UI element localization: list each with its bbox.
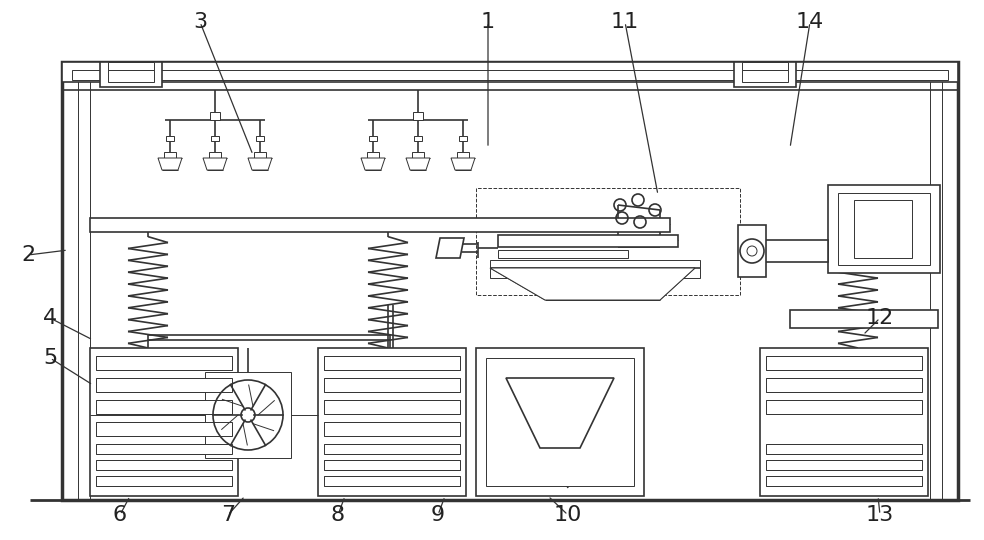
Bar (854, 200, 912, 258)
Polygon shape (248, 158, 272, 170)
Bar (498, 250, 628, 258)
Bar (412, 152, 424, 158)
Bar (367, 152, 379, 158)
Text: 3: 3 (193, 12, 207, 32)
Bar (476, 348, 644, 496)
Bar (766, 356, 922, 370)
Text: 8: 8 (331, 505, 345, 525)
Text: 1: 1 (481, 12, 495, 32)
Text: 5: 5 (43, 348, 57, 368)
Text: 11: 11 (611, 12, 640, 32)
Polygon shape (406, 158, 430, 170)
Bar (324, 476, 460, 486)
Bar (209, 152, 221, 158)
Bar (205, 372, 291, 458)
Bar (256, 136, 264, 141)
Polygon shape (506, 378, 614, 448)
Bar (459, 136, 467, 141)
Bar (324, 444, 460, 454)
Polygon shape (490, 268, 695, 300)
Bar (766, 378, 922, 392)
Bar (318, 348, 466, 496)
Polygon shape (436, 238, 464, 258)
Bar (760, 348, 928, 496)
Bar (108, 70, 154, 82)
Bar (766, 400, 922, 414)
Text: 2: 2 (21, 245, 35, 265)
Bar (108, 62, 154, 70)
Text: 4: 4 (43, 308, 57, 328)
Bar (838, 193, 930, 265)
Bar (72, 70, 948, 80)
Bar (324, 422, 460, 436)
Bar (324, 460, 460, 470)
Text: 7: 7 (221, 505, 235, 525)
Polygon shape (203, 158, 227, 170)
Bar (96, 476, 232, 486)
Bar (828, 185, 940, 273)
Bar (742, 70, 788, 82)
Bar (498, 235, 678, 247)
Bar (790, 310, 938, 328)
Text: 12: 12 (866, 308, 894, 328)
Bar (100, 62, 162, 87)
Polygon shape (361, 158, 385, 170)
Bar (414, 136, 422, 141)
Bar (210, 112, 220, 120)
Bar (766, 460, 922, 470)
Bar (457, 152, 469, 158)
Bar (324, 378, 460, 392)
Bar (96, 378, 232, 392)
Bar (254, 152, 266, 158)
Bar (766, 444, 922, 454)
Bar (96, 400, 232, 414)
Bar (62, 62, 958, 500)
Bar (211, 136, 219, 141)
Text: 14: 14 (796, 12, 825, 32)
Bar (734, 62, 796, 87)
Bar (766, 476, 922, 486)
Text: 10: 10 (554, 505, 583, 525)
Bar (96, 356, 232, 370)
Bar (738, 225, 766, 277)
Bar (490, 260, 700, 278)
Bar (166, 136, 174, 141)
Bar (486, 358, 634, 486)
Bar (742, 62, 788, 70)
Bar (164, 152, 176, 158)
Bar (413, 112, 423, 120)
Polygon shape (451, 158, 475, 170)
Bar (324, 356, 460, 370)
Text: 6: 6 (113, 505, 127, 525)
Bar (90, 218, 670, 232)
Bar (96, 422, 232, 436)
Bar (324, 400, 460, 414)
Bar (96, 460, 232, 470)
Bar (369, 136, 377, 141)
Bar (90, 348, 238, 496)
Text: 13: 13 (866, 505, 894, 525)
Polygon shape (158, 158, 182, 170)
Text: 9: 9 (431, 505, 445, 525)
Bar (762, 240, 828, 262)
Bar (62, 62, 958, 82)
Bar (96, 444, 232, 454)
